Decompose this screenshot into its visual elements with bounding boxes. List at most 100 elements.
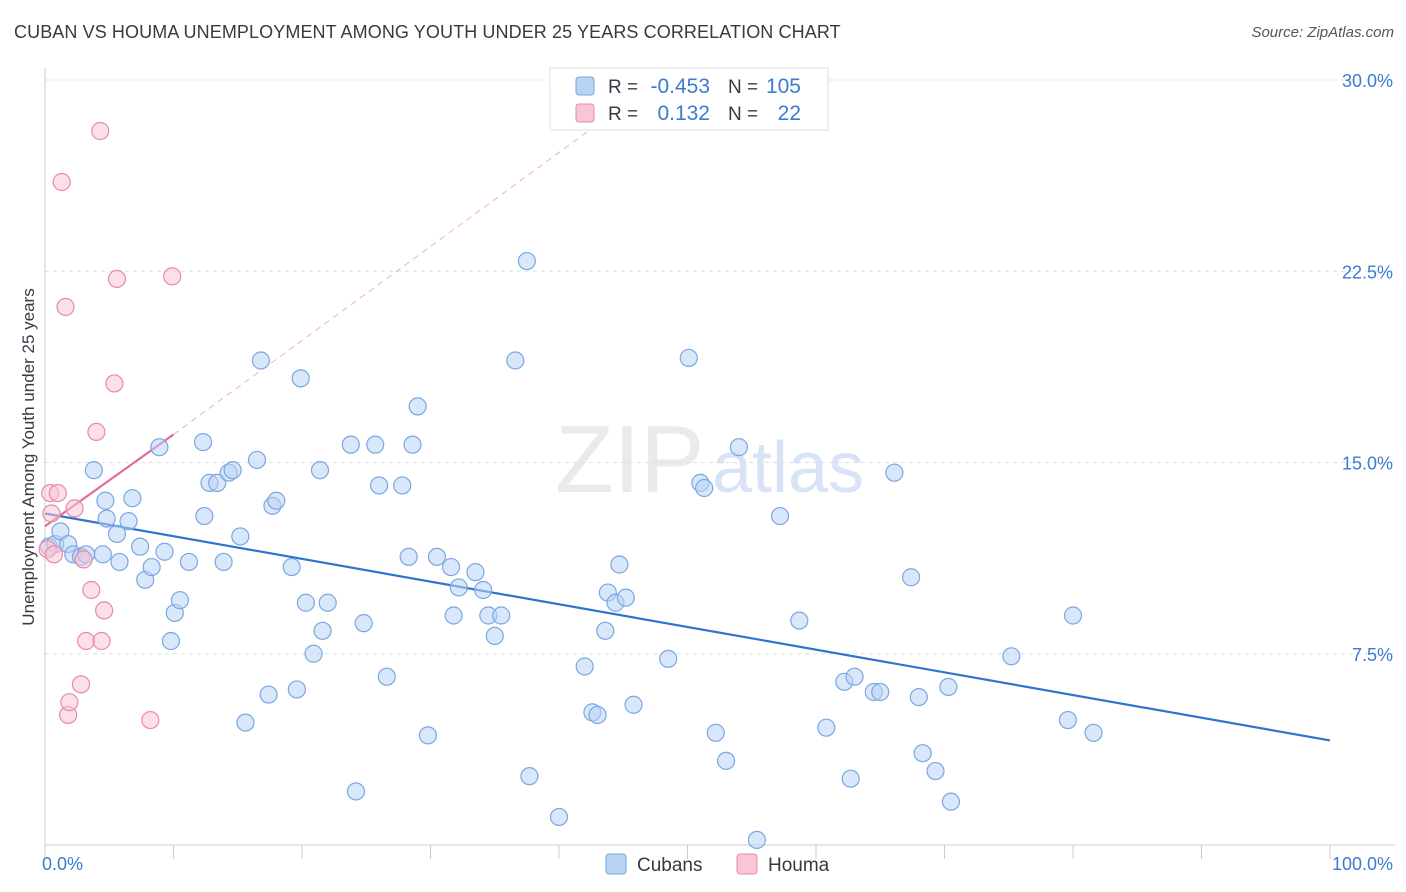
point-cubans-12 [110, 552, 129, 572]
point-cubans-83 [706, 723, 725, 742]
point-cubans-46 [341, 435, 360, 454]
point-houma-21 [163, 267, 182, 286]
point-cubans-33 [247, 450, 267, 470]
point-cubans-39 [287, 680, 306, 699]
point-cubans-30 [223, 461, 242, 480]
point-cubans-62 [474, 580, 493, 600]
point-cubans-11 [107, 524, 127, 544]
point-cubans-100 [939, 677, 958, 697]
point-cubans-82 [695, 478, 714, 498]
point-cubans-85 [729, 438, 749, 457]
y-tick-label-0: 7.5% [1352, 645, 1393, 665]
point-cubans-66 [506, 351, 525, 370]
point-cubans-101 [941, 792, 961, 811]
data-points [38, 121, 1103, 850]
point-cubans-19 [155, 542, 174, 561]
point-cubans-70 [575, 657, 594, 676]
point-cubans-103 [1058, 710, 1077, 730]
point-cubans-102 [1002, 647, 1021, 666]
point-cubans-8 [93, 545, 112, 564]
point-houma-17 [95, 601, 114, 620]
point-cubans-67 [517, 251, 536, 271]
point-cubans-52 [393, 476, 412, 495]
legend-bottom-swatch-cubans [605, 853, 627, 875]
point-cubans-69 [549, 807, 569, 827]
point-cubans-49 [366, 435, 385, 454]
point-cubans-53 [399, 547, 418, 566]
point-cubans-18 [150, 438, 169, 457]
legend-n-value-cubans: 105 [766, 75, 801, 98]
point-cubans-20 [161, 631, 181, 651]
point-cubans-22 [170, 591, 190, 610]
point-cubans-94 [871, 682, 890, 702]
point-cubans-59 [444, 606, 463, 625]
y-tick-label-1: 15.0% [1342, 454, 1393, 474]
point-cubans-95 [885, 463, 904, 482]
point-cubans-92 [845, 667, 864, 686]
point-cubans-86 [747, 830, 766, 850]
legend-top: R = -0.453 N = 105 R = 0.132 N = 22 [549, 67, 829, 131]
source-label: Source: ZipAtlas.com [1251, 24, 1394, 41]
point-cubans-73 [596, 621, 615, 640]
point-houma-14 [87, 422, 106, 441]
point-cubans-17 [142, 557, 161, 577]
point-cubans-13 [119, 512, 138, 531]
point-houma-10 [71, 675, 91, 694]
point-cubans-40 [291, 369, 310, 388]
point-houma-19 [107, 269, 127, 288]
watermark-zip: ZIP [555, 406, 704, 513]
legend-row-houma[interactable]: R = 0.132 N = 22 [575, 102, 801, 125]
trend-line-houma-extended [173, 105, 624, 435]
point-houma-11 [74, 550, 93, 569]
point-houma-4 [48, 484, 67, 503]
legend-bottom-cubans[interactable]: Cubans [605, 853, 703, 876]
point-cubans-42 [304, 644, 323, 663]
point-cubans-24 [193, 433, 213, 452]
point-cubans-14 [123, 489, 142, 508]
grid-lines [45, 79, 1395, 655]
legend-bottom-houma[interactable]: Houma [736, 853, 830, 876]
axes [44, 68, 1395, 859]
point-cubans-99 [926, 761, 945, 781]
point-cubans-89 [817, 718, 836, 737]
point-cubans-87 [770, 506, 790, 526]
point-cubans-37 [267, 491, 286, 510]
point-cubans-68 [520, 767, 539, 786]
legend-bottom-label-cubans: Cubans [637, 855, 703, 876]
point-houma-2 [42, 504, 61, 523]
y-tick-label-2: 22.5% [1342, 262, 1393, 282]
point-houma-18 [105, 374, 124, 393]
chart-title: CUBAN VS HOUMA UNEMPLOYMENT AMONG YOUTH … [14, 22, 841, 42]
point-cubans-31 [231, 527, 250, 546]
y-tick-label-3: 30.0% [1342, 71, 1393, 91]
point-cubans-77 [616, 588, 635, 607]
point-cubans-45 [318, 593, 337, 612]
point-cubans-72 [588, 705, 607, 725]
legend-row-cubans[interactable]: R = -0.453 N = 105 [575, 75, 801, 98]
point-cubans-57 [427, 547, 447, 566]
tick-labels: 7.5% 15.0% 22.5% 30.0% 0.0% 100.0% [42, 71, 1393, 874]
point-cubans-51 [377, 667, 396, 686]
point-cubans-79 [659, 649, 678, 668]
point-cubans-105 [1084, 723, 1103, 742]
point-cubans-38 [282, 557, 301, 577]
point-houma-20 [141, 710, 160, 730]
point-cubans-54 [403, 435, 422, 454]
x-tick-label-1: 100.0% [1332, 854, 1393, 874]
legend-bottom-swatch-houma [736, 853, 758, 875]
point-cubans-9 [96, 491, 115, 510]
point-houma-16 [92, 631, 111, 651]
point-cubans-27 [208, 473, 227, 492]
point-cubans-80 [679, 348, 698, 368]
point-cubans-98 [913, 744, 932, 763]
point-cubans-28 [214, 552, 233, 572]
legend-r-value-cubans: -0.453 [650, 75, 710, 98]
legend-bottom-label-houma: Houma [768, 855, 830, 876]
y-axis-label: Unemployment Among Youth under 25 years [19, 288, 38, 625]
point-cubans-23 [179, 552, 199, 572]
legend-swatch-houma [575, 103, 595, 123]
point-houma-8 [60, 693, 79, 712]
point-cubans-88 [790, 611, 809, 630]
